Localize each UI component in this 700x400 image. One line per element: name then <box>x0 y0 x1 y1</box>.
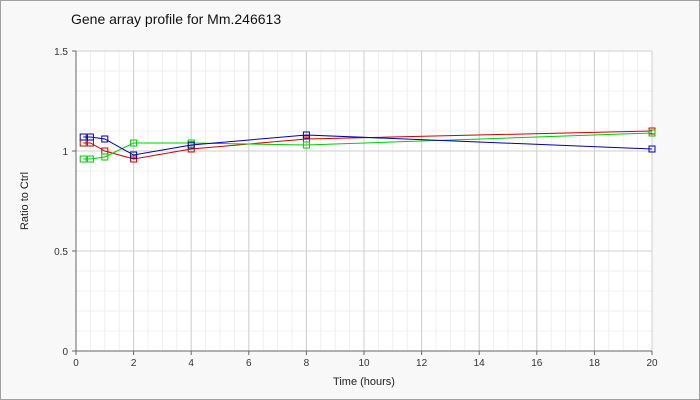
y-tick-label: 1.5 <box>54 47 68 58</box>
y-tick-label: 0.5 <box>54 247 68 258</box>
data-point-marker <box>302 131 310 139</box>
series-line <box>83 134 653 156</box>
x-tick-label: 18 <box>589 358 601 369</box>
data-point-marker <box>79 133 87 141</box>
x-tick-label: 4 <box>188 358 194 369</box>
x-tick-label: 2 <box>131 358 137 369</box>
data-point-marker <box>130 151 138 159</box>
data-point-marker <box>648 145 656 153</box>
x-axis-label: Time (hours) <box>333 376 395 388</box>
chart-title: Gene array profile for Mm.246613 <box>71 11 282 27</box>
data-point-marker <box>101 153 109 161</box>
x-tick-label: 20 <box>646 358 658 369</box>
x-tick-label: 14 <box>474 358 486 369</box>
y-axis-label: Ratio to Ctrl <box>19 172 31 230</box>
series-line <box>83 130 653 160</box>
data-point-marker <box>86 155 94 163</box>
series-layer <box>79 127 656 163</box>
series-line <box>83 132 653 160</box>
data-point-marker <box>130 139 138 147</box>
x-tick-label: 16 <box>531 358 543 369</box>
y-tick-label: 1 <box>62 147 68 158</box>
data-point-marker <box>101 135 109 143</box>
x-tick-label: 10 <box>358 358 370 369</box>
data-point-marker <box>648 129 656 137</box>
data-point-marker <box>302 141 310 149</box>
x-tick-label: 8 <box>304 358 310 369</box>
data-point-marker <box>130 155 138 163</box>
data-point-marker <box>187 141 195 149</box>
x-tick-label: 0 <box>73 358 79 369</box>
y-tick-label: 0 <box>62 347 68 358</box>
x-tick-label: 12 <box>416 358 428 369</box>
data-point-marker <box>86 133 94 141</box>
data-point-marker <box>79 155 87 163</box>
x-tick-label: 6 <box>246 358 252 369</box>
axis-ticks: 0 2 4 6 8 10 12 14 16 18 20 0 0.5 1 1.5 <box>54 47 658 369</box>
